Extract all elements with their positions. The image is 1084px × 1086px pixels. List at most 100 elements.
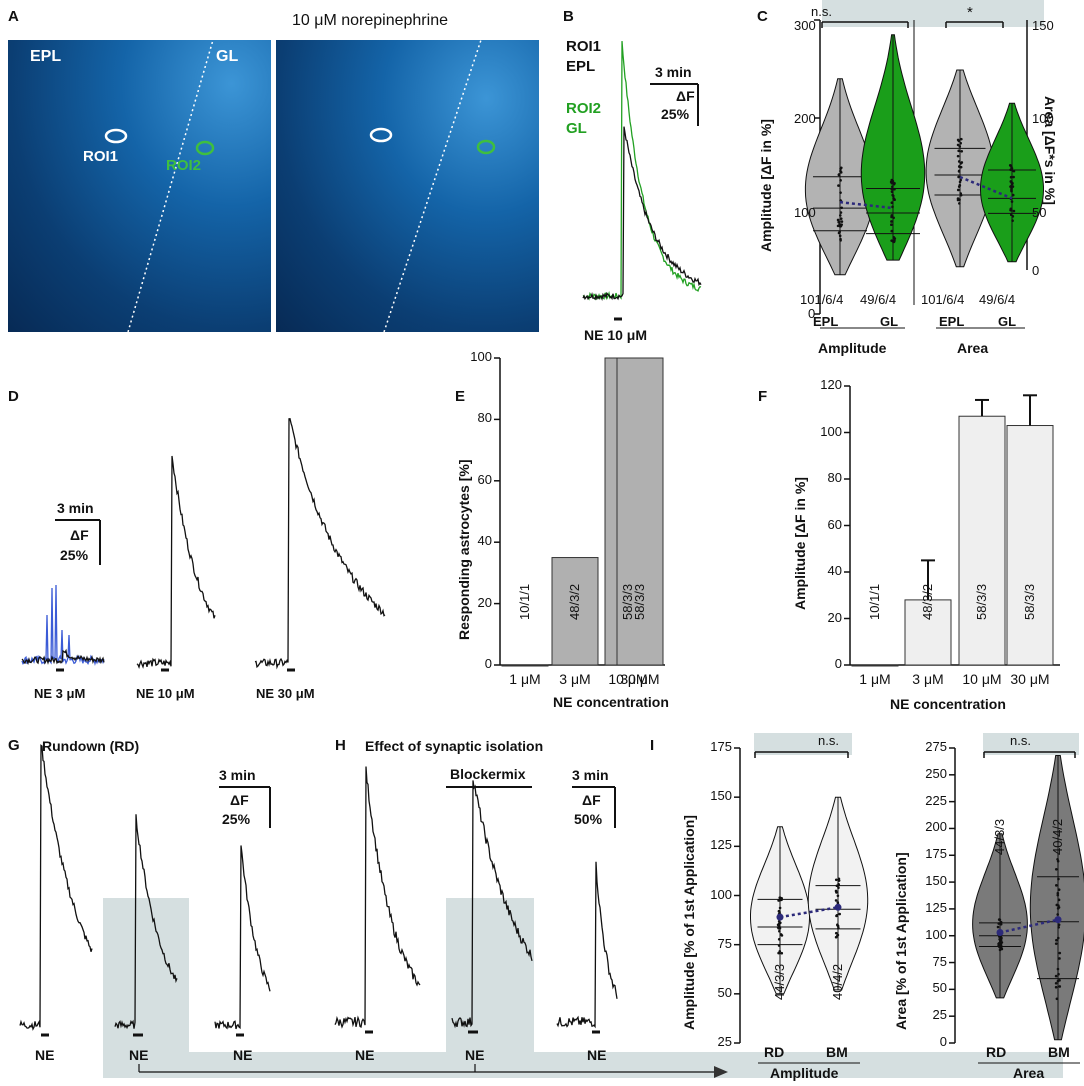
c-violin-epl-area-pt — [958, 180, 962, 184]
e-ytick-label: 40 — [477, 533, 492, 549]
i-left-violin-1-pt — [834, 889, 838, 893]
c-rtick-100: 100 — [1032, 111, 1054, 126]
c-rtick-0: 0 — [1032, 263, 1040, 278]
c-violin-gl-area-pt — [1012, 175, 1015, 179]
i-right-violin-0-pt — [1000, 936, 1003, 940]
i-left-violin-1-pt — [836, 934, 839, 938]
c-sig-2: * — [967, 4, 973, 21]
i-left-violin-0-pt — [778, 912, 782, 916]
c-violin-gl-amp-pt — [890, 215, 893, 219]
c-violin-gl-amp-pt — [892, 182, 896, 186]
h-scale-time: 3 min — [572, 767, 609, 783]
c-violin-gl-amp-pt — [890, 187, 894, 191]
panel-label-h: H — [335, 737, 346, 754]
i-right-ytick-label: 50 — [932, 980, 947, 996]
i-left-violin-1-pt — [837, 886, 840, 889]
c-violin-gl-area-pt — [1009, 184, 1013, 188]
c-violin-epl-amp-pt — [839, 191, 842, 194]
c-rtick-150: 150 — [1032, 18, 1054, 33]
i-left-violin-0-pt — [780, 951, 784, 955]
i-left-mean-line — [779, 906, 839, 919]
h-title: Effect of synaptic isolation — [365, 738, 544, 754]
c-violin-epl-amp-pt — [840, 220, 844, 223]
i-left-violin-1-pt — [838, 912, 841, 916]
c-violin-gl-area-pt — [1011, 193, 1015, 197]
b-scale-time: 3 min — [655, 64, 692, 80]
image-epl-gl-control: EPL GL ROI1 ROI2 — [8, 40, 271, 332]
c-violin-epl-amp-pt — [839, 224, 843, 228]
c-violin-epl-amp-pt — [839, 239, 842, 242]
c-violin-epl-amp-pt — [838, 234, 842, 238]
i-left-violin-0-pt — [776, 926, 780, 929]
f-bar-3 — [1006, 425, 1054, 666]
c-violin-gl-area-pt — [1012, 169, 1016, 173]
i-left-mean-0 — [776, 913, 784, 921]
e-xtick-label: 1 μM — [509, 671, 541, 687]
i-right-violin-0-pt — [998, 945, 1001, 949]
i-right-violin-1-pt — [1055, 997, 1059, 1001]
i-right-violin-0-pt — [997, 922, 1001, 925]
f-ytick-label: 100 — [820, 423, 842, 439]
c-violin-epl-amp-pt — [839, 199, 842, 202]
c-violin-gl-amp-pt — [890, 223, 893, 227]
i-left-sig: n.s. — [818, 733, 839, 748]
panel-label-b: B — [563, 8, 574, 25]
i-right-violin-0-pt — [998, 918, 1002, 921]
c-violin-gl-amp-pt — [893, 239, 896, 243]
b-trace-roi1 — [582, 126, 702, 302]
i-left-ytick-label: 175 — [710, 739, 732, 754]
h-trace-1 — [334, 766, 421, 1029]
e-xlabel: NE concentration — [553, 694, 669, 710]
c-violin-gl-area-pt — [1009, 207, 1013, 211]
e-xtick-label: 10 μM — [608, 671, 648, 687]
i-left-violin-0-pt — [777, 912, 781, 916]
i-left-violin-1-pt — [835, 891, 838, 894]
i-right-violin-1-pt — [1056, 913, 1060, 916]
i-left-x-bm: BM — [826, 1044, 848, 1060]
c-xtick-2: GL — [880, 314, 899, 329]
i-left-violin-1-pt — [837, 905, 841, 908]
c-violin-epl-amp-pt — [837, 173, 841, 177]
h-stim-2: NE — [465, 1047, 485, 1063]
i-right-violin-1-pt — [1058, 979, 1061, 982]
c-violin-gl-amp-pt — [890, 229, 894, 233]
i-right-ytick-label: 125 — [925, 899, 947, 915]
e-ytick-label: 80 — [477, 410, 492, 426]
c-violin-epl-area-pt — [958, 202, 961, 205]
i-left-ytick-label: 50 — [717, 984, 732, 1000]
c-violin-epl-area-pt — [956, 154, 960, 158]
i-left-violin-1-pt — [834, 899, 838, 902]
f-xtick-label: 30 μM — [1010, 671, 1050, 687]
c-violin-epl-area-pt — [959, 178, 962, 182]
i-left-violin-0-pt — [777, 951, 780, 955]
i-right-ytick-label: 275 — [925, 739, 947, 754]
i-left-violin-0-pt — [778, 922, 781, 925]
b-roi1: ROI1 — [566, 38, 602, 55]
i-right-violin-1-pt — [1055, 903, 1059, 907]
e-ytick-label: 20 — [477, 594, 492, 610]
c-violin-epl-amp-pt — [840, 206, 844, 210]
c-violin-epl-amp-pt — [836, 224, 840, 228]
c-violin-epl-area-pt — [959, 192, 963, 195]
c-violin-gl-area-pt — [1012, 209, 1016, 213]
c-violin-gl-amp-pt — [892, 235, 896, 239]
c-violin-gl-amp-pt — [890, 239, 893, 242]
f-xtick-label: 10 μM — [962, 671, 1002, 687]
i-left-violin-0-pt — [777, 927, 781, 930]
d-stim-2: NE 10 μM — [136, 686, 195, 701]
c-violin-gl-area-pt — [1010, 182, 1014, 186]
c-violin-epl-amp-pt — [837, 173, 841, 176]
g-stim-1: NE — [35, 1047, 55, 1063]
i-right-mean-line — [999, 918, 1059, 934]
i-right-mean-0 — [996, 929, 1004, 937]
i-left-violin-1-pt — [837, 879, 841, 882]
i-left-ytick-label: 150 — [710, 788, 732, 804]
c-violin-gl-amp-pt — [892, 240, 896, 244]
i-left-violin-0-pt — [777, 923, 780, 927]
i-left-violin-0-pt — [779, 921, 782, 925]
c-violin-gl-area-pt — [1009, 197, 1013, 201]
i-left-violin-1-pt — [835, 914, 839, 917]
c-violin-epl-amp-pt — [840, 166, 843, 170]
i-right-violin-1-pt — [1056, 893, 1060, 897]
c-violin-gl-area-pt — [1009, 175, 1013, 179]
